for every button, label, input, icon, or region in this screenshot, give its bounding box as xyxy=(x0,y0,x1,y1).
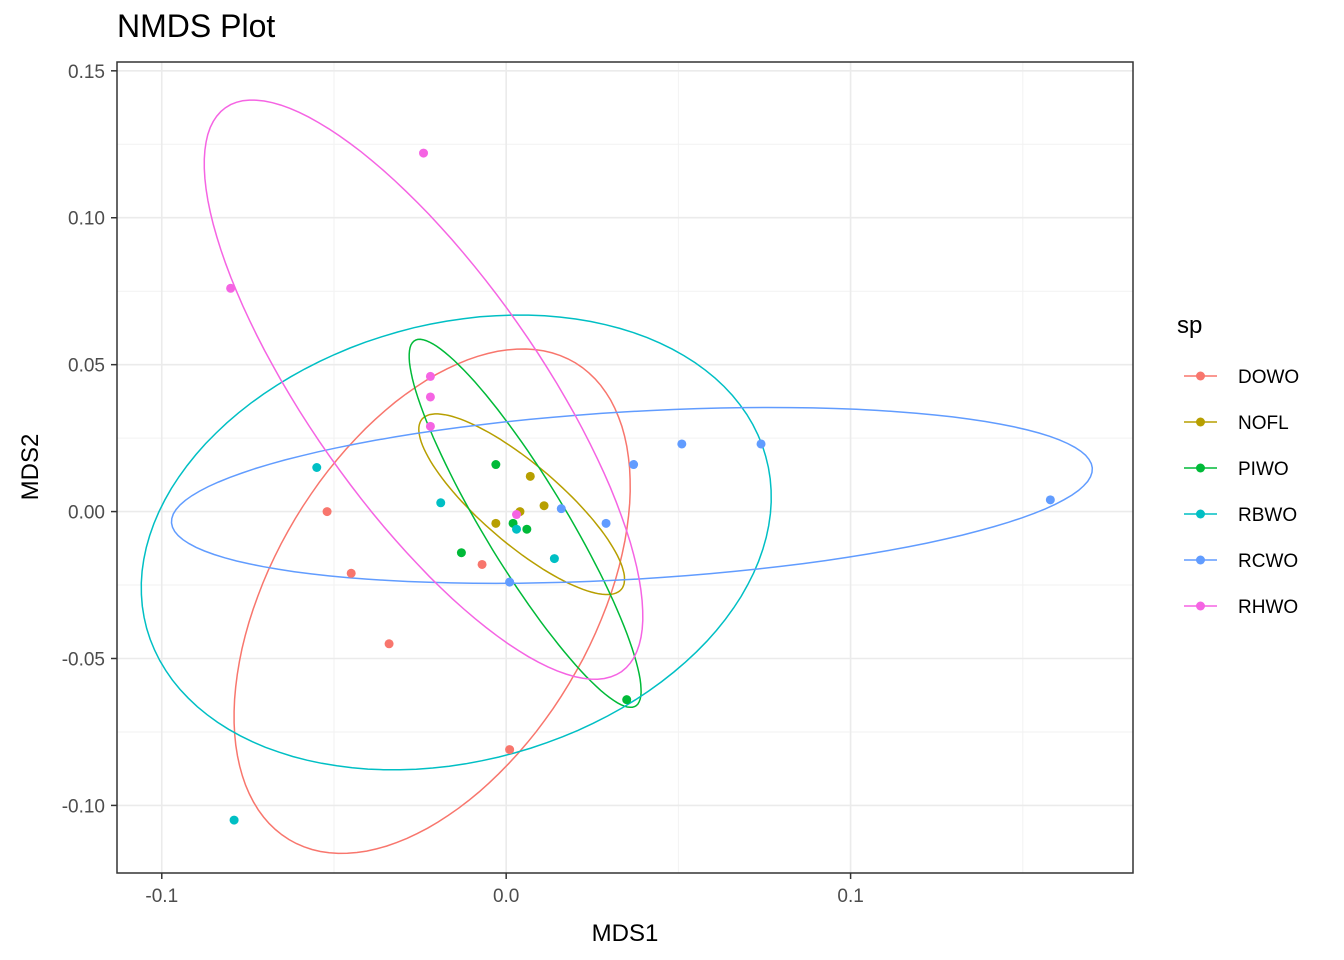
point-rbwo xyxy=(436,498,446,508)
point-piwo xyxy=(456,548,466,558)
point-rbwo xyxy=(512,524,522,534)
point-nofl xyxy=(491,518,501,528)
point-dowo xyxy=(322,507,332,517)
point-rbwo xyxy=(312,463,322,472)
x-tick-label: -0.1 xyxy=(145,886,178,907)
y-tick-label: -0.05 xyxy=(62,649,105,670)
point-rhwo xyxy=(226,283,236,293)
x-tick-label: 0.1 xyxy=(837,886,863,907)
point-rcwo xyxy=(677,439,687,449)
legend: sp DOWO NOFL PIWO RBWO RCWO RHWO xyxy=(1177,312,1299,618)
ellipse-nofl xyxy=(418,413,626,596)
axis-ticks: -0.1 0.0 0.1 -0.10 -0.05 0.00 0.05 0.10 0.15 xyxy=(62,62,864,907)
ellipse-piwo xyxy=(408,338,642,709)
data-points xyxy=(226,148,1055,825)
point-rcwo xyxy=(1045,495,1055,505)
legend-label: DOWO xyxy=(1238,367,1299,388)
point-dowo xyxy=(505,745,515,755)
point-piwo xyxy=(491,460,501,470)
ellipse-dowo xyxy=(233,348,631,855)
legend-label: RBWO xyxy=(1238,505,1297,526)
legend-label: RCWO xyxy=(1238,551,1298,572)
legend-key-point xyxy=(1196,371,1205,381)
y-tick-label: 0.15 xyxy=(68,62,105,83)
ellipse-rhwo xyxy=(203,99,644,680)
legend-key-point xyxy=(1196,555,1205,565)
point-rcwo xyxy=(601,518,611,528)
legend-key-point xyxy=(1196,417,1205,427)
y-tick-label: 0.05 xyxy=(68,356,105,377)
confidence-ellipses xyxy=(140,99,1094,855)
point-rhwo xyxy=(425,421,435,431)
ellipse-rcwo xyxy=(170,406,1094,585)
y-tick-label: 0.00 xyxy=(68,503,105,524)
x-axis-title: MDS1 xyxy=(592,920,659,947)
point-rhwo xyxy=(419,148,429,158)
legend-key-point xyxy=(1196,463,1205,473)
point-piwo xyxy=(622,695,632,705)
point-rhwo xyxy=(425,371,435,381)
point-rcwo xyxy=(629,460,639,470)
point-rhwo xyxy=(512,510,522,520)
point-nofl xyxy=(539,501,549,511)
legend-label: PIWO xyxy=(1238,459,1289,480)
point-rbwo xyxy=(229,815,239,825)
point-rcwo xyxy=(505,577,515,587)
point-rbwo xyxy=(549,554,559,564)
point-rhwo xyxy=(425,392,435,402)
x-tick-label: 0.0 xyxy=(493,886,519,907)
point-piwo xyxy=(522,524,532,534)
legend-title: sp xyxy=(1177,312,1202,339)
y-axis-title: MDS2 xyxy=(17,434,44,501)
point-dowo xyxy=(384,639,394,649)
point-rcwo xyxy=(756,439,766,449)
ellipse-rbwo xyxy=(140,314,772,771)
chart-title: NMDS Plot xyxy=(117,8,276,44)
legend-key-point xyxy=(1196,509,1205,519)
point-dowo xyxy=(346,568,356,578)
point-dowo xyxy=(477,559,487,569)
legend-key-point xyxy=(1196,601,1205,611)
major-gridlines xyxy=(117,62,1133,873)
y-tick-label: 0.10 xyxy=(68,209,105,230)
point-nofl xyxy=(525,471,535,481)
minor-gridlines xyxy=(117,62,1133,873)
legend-label: NOFL xyxy=(1238,413,1289,434)
point-rcwo xyxy=(556,504,566,514)
y-tick-label: -0.10 xyxy=(62,796,105,817)
plot-panel-border xyxy=(116,61,1134,874)
legend-label: RHWO xyxy=(1238,597,1298,618)
